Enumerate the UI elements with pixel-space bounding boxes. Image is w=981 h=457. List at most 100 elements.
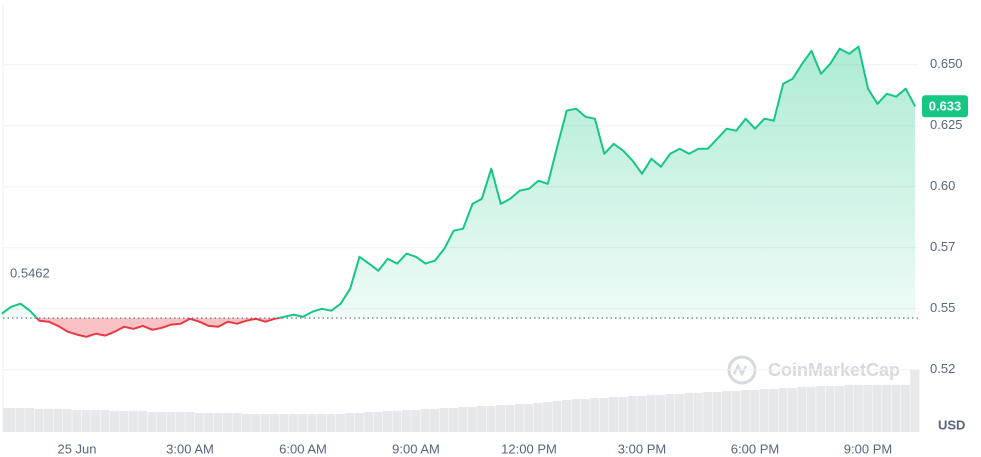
y-tick-label: 0.55 [930,300,955,315]
volume-bar [411,410,421,432]
volume-bar [599,398,609,432]
volume-bar [665,394,675,432]
volume-bar [241,414,251,432]
x-tick-label: 3:00 AM [166,441,214,456]
last-price-label: 0.633 [929,99,962,114]
volume-bar [100,410,110,432]
volume-bar [731,391,741,432]
volume-bar [844,385,854,432]
x-tick-label: 3:00 PM [618,441,666,456]
volume-bar [496,405,505,432]
volume-bar [806,387,816,432]
volume-bar [797,387,807,432]
volume-bar [260,414,270,432]
volume-bar [251,414,261,432]
volume-bar [750,390,760,432]
x-tick-label: 6:00 PM [731,441,779,456]
volume-bar [53,409,63,432]
volume-bar [298,414,308,432]
volume-bar [345,413,355,432]
volume-bar [72,410,82,432]
volume-bar [222,413,232,432]
volume-bar [486,406,496,432]
volume-bar [524,404,534,432]
volume-bar [609,397,618,432]
volume-bar [778,388,788,432]
volume-bar [872,385,882,432]
volume-bar [194,413,204,432]
x-tick-label: 6:00 AM [279,441,327,456]
volume-bar [900,385,910,432]
volume-bar [891,385,901,432]
volume-bar [627,396,637,432]
currency: USD [938,417,965,432]
volume-bar [317,414,327,432]
volume-bar [543,402,553,432]
volume-bar [420,409,430,432]
volume-bar [467,407,477,432]
volume-bar [580,399,590,432]
volume-bar [693,393,703,432]
last-price-tag [922,95,968,118]
volume-bar [157,412,166,432]
volume-bar [910,370,920,432]
volume-bar [477,406,487,432]
volume-bar [34,409,44,432]
y-tick-label: 0.625 [930,117,963,132]
volume-bar [533,403,543,432]
volume-bar [44,409,53,432]
volume-bar [15,408,25,432]
volume-bar [119,411,129,432]
volume-bar [835,386,844,432]
volume-bar [147,412,157,432]
volume-bar [618,397,628,432]
volume-bar [552,401,562,432]
volume-bar [204,413,214,432]
volume-bar [373,412,383,432]
volume-bar [270,414,279,432]
volume-bar [354,413,364,432]
volume-bar [769,389,779,432]
volume-bar [712,392,722,432]
price-line-down [35,318,284,338]
volume-bar [430,409,440,432]
x-tick-label: 9:00 AM [392,441,440,456]
volume-bar [825,386,835,432]
volume-bar [646,395,656,432]
volume-bar [166,412,176,432]
volume-bar [448,408,458,432]
volume-bar [853,385,863,432]
volume-bar [326,414,336,432]
volume-bar [684,393,694,432]
volume-bar [439,408,449,432]
area-down [36,318,279,337]
volume-bar [91,410,101,432]
volume-bar [128,411,138,432]
price-line-up [1,45,916,319]
volume-bar [703,392,713,432]
volume-bar [335,414,345,432]
volume-bar [787,388,797,432]
volume-bar [138,411,148,432]
volume-bar [816,386,826,432]
y-tick-label: 0.52 [930,361,955,376]
y-tick-label: 0.60 [930,178,955,193]
volume-bar [109,411,119,432]
volume-bar [6,408,16,432]
baseline-label: 0.5462 [10,265,50,280]
volume-bar [505,405,515,432]
x-tick-label: 12:00 PM [501,441,557,456]
volume-bar [863,385,873,432]
volume-bar [279,414,289,432]
y-tick-label: 0.650 [930,56,963,71]
volume-bar [81,410,91,432]
volume-bar [185,412,195,432]
x-tick-label: 9:00 PM [844,441,892,456]
volume-bar [590,398,600,432]
volume-bar [561,400,571,432]
volume-bar [288,414,298,432]
volume-bar [62,409,72,432]
volume-bar [307,414,317,432]
volume-bar [175,412,185,432]
